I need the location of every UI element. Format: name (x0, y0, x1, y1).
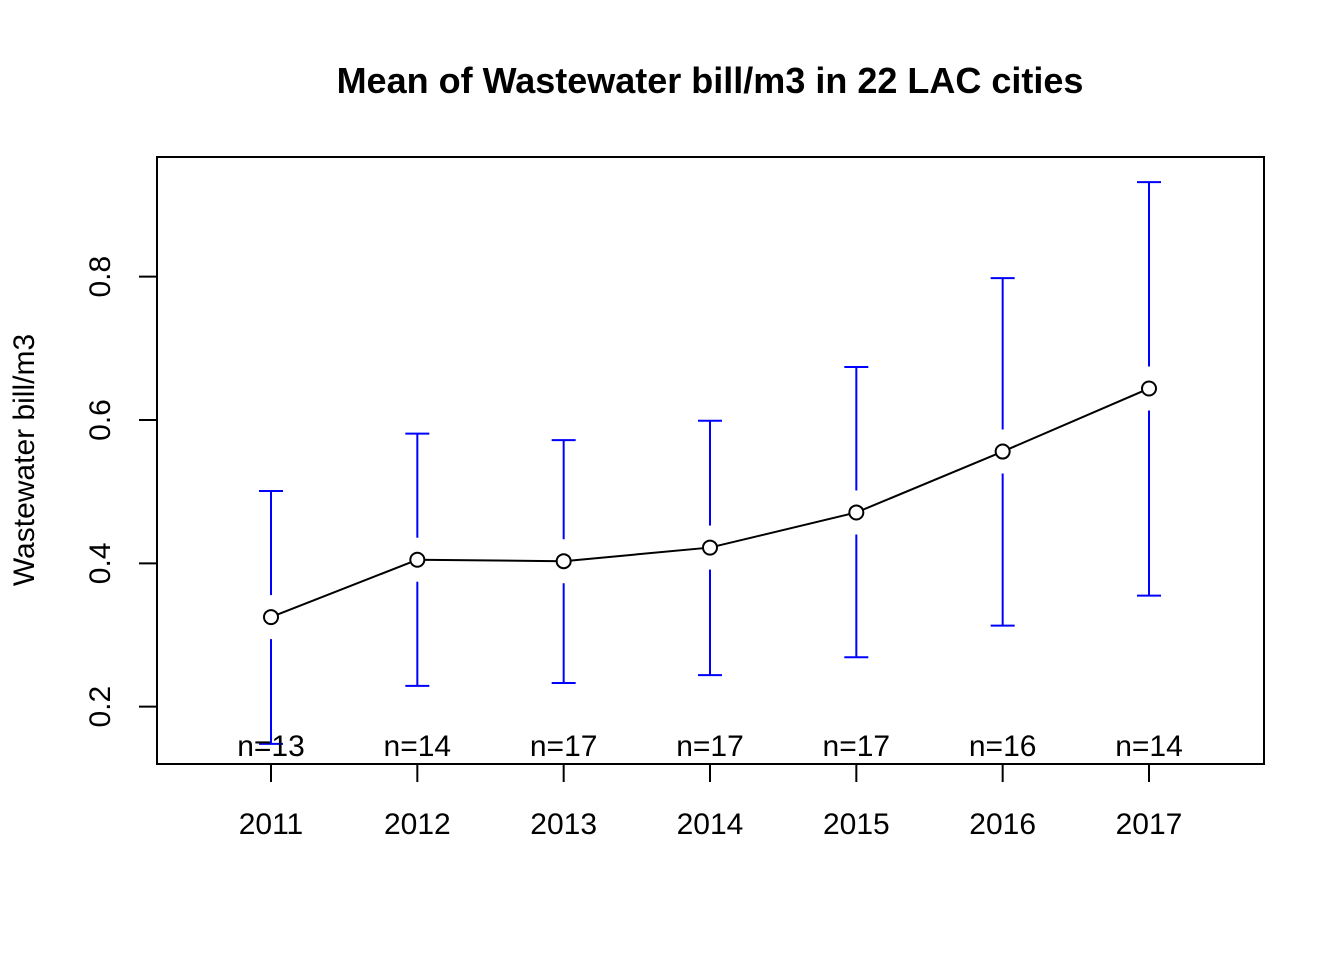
data-point (1141, 380, 1157, 397)
data-point (848, 504, 865, 521)
x-tick-label: 2011 (239, 808, 304, 841)
sample-size-label: n=14 (1115, 730, 1183, 763)
data-point (263, 609, 279, 626)
data-point (555, 553, 572, 570)
sample-size-label: n=17 (823, 730, 891, 763)
x-tick-label: 2017 (1116, 808, 1183, 841)
error-bar (698, 419, 722, 677)
y-tick-label: 0.6 (84, 399, 117, 441)
x-tick-label: 2014 (677, 808, 744, 841)
y-axis-label: Wastewater bill/m3 (8, 334, 41, 586)
sample-size-label: n=17 (676, 730, 744, 763)
y-tick-label: 0.2 (84, 686, 117, 728)
data-points (263, 380, 1157, 626)
chart-title: Mean of Wastewater bill/m3 in 22 LAC cit… (337, 60, 1084, 101)
error-bar (844, 365, 869, 659)
sample-size-labels: n=13 n=14 n=17 n=17 n=17 n=16 n=14 (237, 730, 1183, 763)
error-bars (259, 181, 1161, 745)
x-tick-label: 2012 (384, 808, 451, 841)
y-tick-label: 0.8 (84, 256, 117, 298)
sample-size-label: n=14 (384, 730, 452, 763)
error-bar (990, 277, 1015, 627)
sample-size-label: n=13 (237, 730, 305, 763)
x-tick-label: 2016 (969, 808, 1036, 841)
error-bar (259, 489, 283, 745)
error-bar (1137, 181, 1161, 597)
data-point (994, 443, 1011, 460)
sample-size-label: n=17 (530, 730, 598, 763)
x-axis: 2011 2012 2013 2014 2015 2016 2017 (239, 763, 1183, 841)
y-tick-label: 0.4 (84, 542, 117, 584)
sample-size-label: n=16 (969, 730, 1037, 763)
error-bar (405, 432, 430, 687)
error-bar (551, 439, 576, 685)
x-tick-label: 2013 (530, 808, 597, 841)
y-axis: 0.2 0.4 0.6 0.8 (84, 256, 158, 728)
data-point (409, 551, 426, 568)
x-tick-label: 2015 (823, 808, 890, 841)
data-point (702, 539, 718, 556)
